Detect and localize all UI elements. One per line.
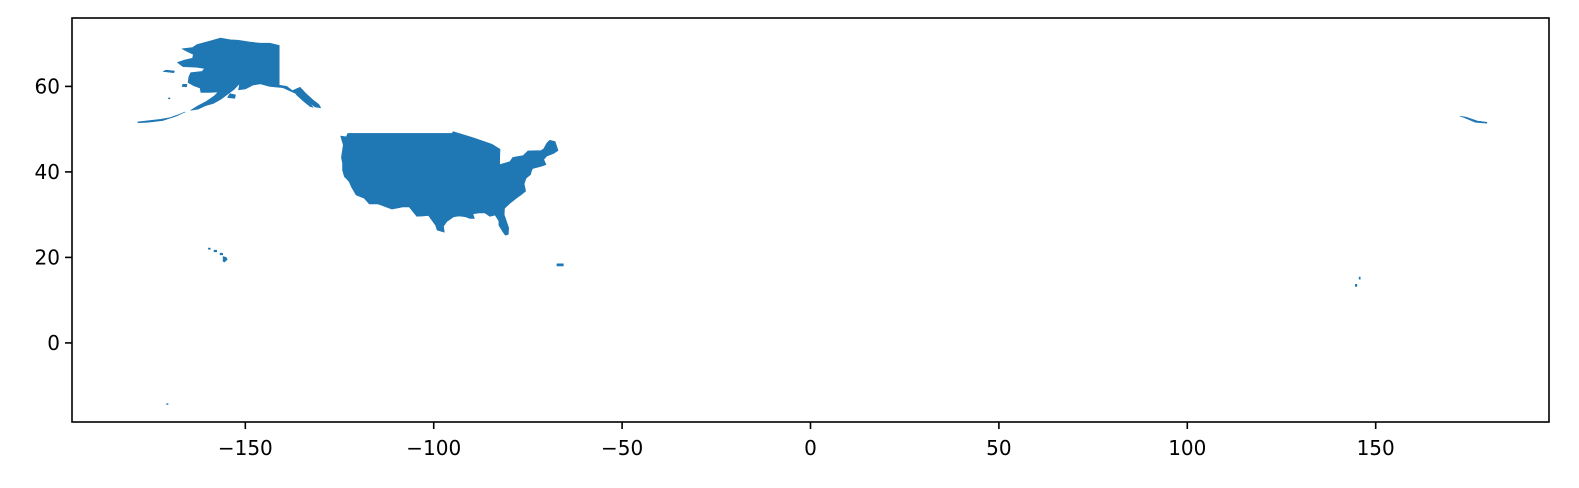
x-tick-label: −50 — [601, 436, 643, 460]
region-oahu — [213, 249, 217, 253]
y-tick-label: 40 — [35, 160, 60, 184]
region-aleutians-east — [137, 111, 186, 124]
region-alaska-panhandle-islands — [295, 94, 314, 108]
x-tick-label: −150 — [218, 436, 273, 460]
x-tick-label: 50 — [986, 436, 1011, 460]
y-tick-label: 0 — [47, 331, 60, 355]
y-axis-ticks: 0 20 40 60 — [35, 74, 72, 355]
x-tick-label: 100 — [1168, 436, 1206, 460]
region-st-lawrence — [162, 69, 175, 74]
region-american-samoa — [166, 403, 169, 405]
regions-layer — [137, 37, 1488, 405]
region-aleutians-west — [1460, 116, 1488, 124]
region-alaska — [177, 37, 321, 111]
region-nunivak — [181, 83, 188, 88]
region-northern-marianas — [1358, 276, 1361, 280]
region-kodiak — [227, 93, 236, 99]
region-contiguous-us — [340, 131, 559, 236]
region-maui — [219, 252, 224, 256]
region-puerto-rico — [556, 263, 564, 267]
region-pribilof — [168, 97, 171, 100]
x-tick-label: 0 — [804, 436, 817, 460]
region-hawaii — [222, 256, 228, 263]
x-tick-label: −100 — [406, 436, 461, 460]
y-tick-label: 60 — [35, 74, 60, 98]
region-guam — [1355, 284, 1358, 287]
y-tick-label: 20 — [35, 245, 60, 269]
region-kauai — [208, 247, 211, 250]
x-tick-label: 150 — [1357, 436, 1395, 460]
x-axis-ticks: −150 −100 −50 0 50 100 150 — [218, 422, 1395, 460]
